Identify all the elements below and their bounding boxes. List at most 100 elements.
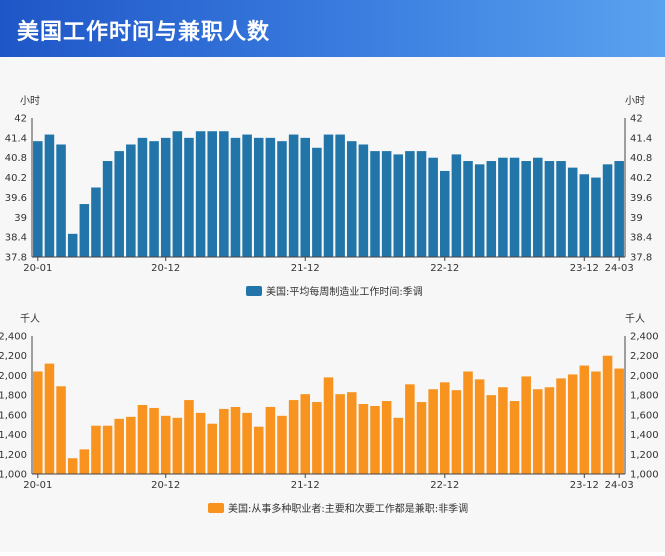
x-tick-label: 20-01 [23,263,52,274]
x-tick-label: 23-12 [570,263,599,274]
y-tick-label-right: 1,600 [630,410,659,421]
x-tick-label: 23-12 [570,480,599,491]
y-tick-label-right: 40.8 [630,153,652,164]
y-axis-unit-right: 小时 [625,95,645,107]
bar [323,134,334,257]
y-tick-label-right: 2,200 [630,351,659,362]
bar [312,147,322,257]
bar [498,157,508,257]
bar [614,368,624,474]
bar [219,408,229,474]
hours-chart-panel: 小时 小时 37.8 37.8 38.4 38.4 39 39 39.6 39.6 40.2 40.2… [0,57,665,302]
bar [114,151,124,257]
bar [567,374,578,474]
y-tick-label-left: 37.8 [5,253,27,264]
bar [544,387,555,474]
bar [346,392,357,474]
y-tick-label-left: 42 [14,114,27,125]
bar [114,418,124,474]
y-tick-label-left: 2,200 [0,351,27,362]
bar [579,174,590,257]
legend-swatch [246,286,262,296]
bar [474,164,485,257]
bar [102,425,113,474]
bar [370,405,380,474]
y-tick-label-right: 2,000 [630,371,659,382]
bar [137,405,148,474]
bar [184,137,194,257]
bar [463,371,473,474]
bar [67,458,78,474]
bar [474,379,485,474]
bar [33,141,43,257]
bar [486,395,497,474]
x-tick-label: 24-03 [605,263,634,274]
legend: 美国:平均每周制造业工作时间:季调 [246,285,423,298]
bar [544,161,555,257]
bar [533,157,543,257]
bar [253,426,264,474]
bar [207,423,217,474]
bar [242,134,252,257]
bar [126,416,136,474]
y-tick-label-left: 39.6 [5,193,27,204]
bar [126,144,136,257]
bar [521,161,531,257]
bar [405,151,415,257]
y-tick-label-right: 2,400 [630,332,659,343]
bar [33,371,43,474]
y-axis-unit-left: 千人 [20,313,40,325]
bar [509,401,520,474]
y-tick-label-right: 1,800 [630,391,659,402]
y-tick-label-left: 2,400 [0,332,27,343]
x-tick-label: 24-03 [605,480,634,491]
bar [277,415,287,474]
bar [416,402,427,474]
bar [440,170,450,257]
bar [230,137,241,257]
x-tick-label: 20-12 [151,263,180,274]
bar [277,141,287,257]
bar [195,131,206,257]
part-time-chart: 千人 千人 1,000 1,000 1,200 1,200 1,400 1,400 1,600 1… [0,313,659,515]
bar [102,161,113,257]
bar [556,161,566,257]
bar [79,204,90,257]
bar [149,141,159,257]
x-tick-label: 22-12 [430,480,459,491]
y-axis-unit-right: 千人 [625,313,645,325]
bar [172,131,183,257]
y-tick-label-left: 40.2 [5,173,27,184]
header-banner: 美国工作时间与兼职人数 [0,0,665,57]
bar [591,371,601,474]
legend: 美国:从事多种职业者:主要和次要工作都是兼职:非季调 [208,502,468,515]
y-tick-label-right: 1,400 [630,430,659,441]
bar [521,376,531,474]
part-time-chart-panel: 千人 千人 1,000 1,000 1,200 1,200 1,400 1,400 1,600 1… [0,302,665,552]
y-tick-label-left: 38.4 [5,233,27,244]
bar [67,233,78,257]
bar [428,157,438,257]
bar [556,378,566,474]
bar [172,417,183,474]
y-tick-label-left: 41.4 [5,133,27,144]
y-tick-label-left: 1,000 [0,470,27,481]
y-tick-label-right: 41.4 [630,133,652,144]
y-axis-unit-left: 小时 [20,95,40,107]
bar [91,187,101,257]
bar [463,161,473,257]
bar [381,401,392,474]
bar [370,151,380,257]
x-tick-label: 21-12 [291,480,320,491]
bar [533,389,543,474]
bar [428,389,438,474]
bar [451,390,462,474]
bar [56,144,66,257]
bar [253,137,264,257]
hours-chart: 小时 小时 37.8 37.8 38.4 38.4 39 39 39.6 39.6 40.2 40.2… [5,95,653,298]
x-tick-label: 22-12 [430,263,459,274]
bar [393,417,404,474]
legend-label: 美国:从事多种职业者:主要和次要工作都是兼职:非季调 [228,502,468,515]
bar [591,177,601,257]
x-tick-label: 20-12 [151,480,180,491]
